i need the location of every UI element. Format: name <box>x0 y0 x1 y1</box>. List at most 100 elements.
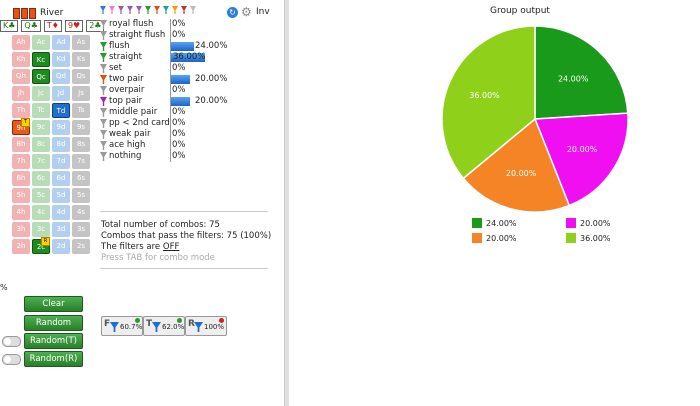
hand-row[interactable]: royal flush 0% <box>100 19 270 30</box>
card-cell-3h[interactable]: 3h <box>12 222 30 237</box>
card-cell-3c[interactable]: 3c <box>32 222 50 237</box>
card-cell-Ad[interactable]: Ad <box>52 35 70 50</box>
card-cell-7d[interactable]: 7d <box>52 154 70 169</box>
board-card[interactable]: Q♣ <box>21 20 41 32</box>
filter-icon[interactable] <box>145 6 151 14</box>
card-cell-2s[interactable]: 2s <box>72 239 90 254</box>
card-cell-Ks[interactable]: Ks <box>72 52 90 67</box>
filter-icon[interactable] <box>181 6 187 14</box>
random-r-toggle[interactable] <box>2 354 21 365</box>
filter-icon[interactable] <box>127 6 133 14</box>
card-cell-Jh[interactable]: Jh <box>12 86 30 101</box>
card-cell-Qs[interactable]: Qs <box>72 69 90 84</box>
card-cell-Qh[interactable]: Qh <box>12 69 30 84</box>
card-cell-7h[interactable]: 7h <box>12 154 30 169</box>
filter-icon[interactable] <box>190 6 196 14</box>
hand-row[interactable]: ace high 0% <box>100 140 270 151</box>
card-cell-Td[interactable]: Td <box>52 103 70 118</box>
card-cell-Jd[interactable]: Jd <box>52 86 70 101</box>
random-t-toggle[interactable] <box>2 336 21 347</box>
filter-funnel-icon[interactable] <box>100 141 107 150</box>
hand-row[interactable]: top pair 20.00% <box>100 96 270 107</box>
board-card[interactable]: K♣ <box>0 20 19 32</box>
card-cell-4h[interactable]: 4h <box>12 205 30 220</box>
filter-icons-bar[interactable] <box>100 6 196 14</box>
filter-icon[interactable] <box>154 6 160 14</box>
card-cell-7s[interactable]: 7s <box>72 154 90 169</box>
card-cell-Kh[interactable]: Kh <box>12 52 30 67</box>
filter-funnel-icon[interactable] <box>100 20 107 29</box>
hand-row[interactable]: overpair 0% <box>100 85 270 96</box>
card-cell-8s[interactable]: 8s <box>72 137 90 152</box>
card-cell-Ah[interactable]: Ah <box>12 35 30 50</box>
filter-funnel-icon[interactable] <box>100 97 107 106</box>
card-cell-Kd[interactable]: Kd <box>52 52 70 67</box>
filter-funnel-icon[interactable] <box>100 64 107 73</box>
filter-icon[interactable] <box>163 6 169 14</box>
filters-state-value[interactable]: OFF <box>162 242 180 252</box>
board-cards[interactable]: K♣ Q♣ T♦ 9♥ 2♣ <box>0 20 105 32</box>
board-card[interactable]: 9♥ <box>64 20 84 32</box>
refresh-icon[interactable]: ↻ <box>227 7 238 18</box>
filter-icon[interactable] <box>118 6 124 14</box>
card-cell-Kc[interactable]: Kc <box>32 52 50 67</box>
card-cell-5d[interactable]: 5d <box>52 188 70 203</box>
card-cell-3s[interactable]: 3s <box>72 222 90 237</box>
card-cell-9s[interactable]: 9s <box>72 120 90 135</box>
card-cell-As[interactable]: As <box>72 35 90 50</box>
filter-funnel-icon[interactable] <box>100 152 107 161</box>
card-cell-2d[interactable]: 2d <box>52 239 70 254</box>
card-cell-Ts[interactable]: Ts <box>72 103 90 118</box>
card-cell-9c[interactable]: 9c <box>32 120 50 135</box>
filter-funnel-icon[interactable] <box>100 108 107 117</box>
random-t-button[interactable]: Random(T) <box>24 333 83 349</box>
filter-funnel-icon[interactable] <box>100 53 107 62</box>
hand-row[interactable]: weak pair 0% <box>100 129 270 140</box>
filter-icon[interactable] <box>109 6 115 14</box>
filter-funnel-icon[interactable] <box>100 75 107 84</box>
card-cell-9d[interactable]: 9d <box>52 120 70 135</box>
clear-button[interactable]: Clear <box>24 296 83 312</box>
card-cell-Jc[interactable]: Jc <box>32 86 50 101</box>
random-r-button[interactable]: Random(R) <box>24 351 83 367</box>
card-cell-8h[interactable]: 8h <box>12 137 30 152</box>
hand-row[interactable]: straight flush 0% <box>100 30 270 41</box>
card-cell-5h[interactable]: 5h <box>12 188 30 203</box>
filter-icon[interactable] <box>100 6 106 14</box>
card-cell-2c[interactable]: 2c R <box>32 237 50 254</box>
card-cell-8c[interactable]: 8c <box>32 137 50 152</box>
hand-row[interactable]: nothing 0% <box>100 151 270 162</box>
card-cell-5c[interactable]: 5c <box>32 188 50 203</box>
card-cell-Ac[interactable]: Ac <box>32 35 50 50</box>
filter-funnel-icon[interactable] <box>100 42 107 51</box>
hand-row[interactable]: middle pair 0% <box>100 107 270 118</box>
card-cell-4s[interactable]: 4s <box>72 205 90 220</box>
filter-icon[interactable] <box>136 6 142 14</box>
card-cell-7c[interactable]: 7c <box>32 154 50 169</box>
hand-row[interactable]: straight 36.00% <box>100 52 270 63</box>
card-cell-2h[interactable]: 2h <box>12 239 30 254</box>
filter-button-r[interactable]: R 100% <box>185 316 227 336</box>
card-cell-4c[interactable]: 4c <box>32 205 50 220</box>
invert-button[interactable]: Inv <box>256 7 270 17</box>
board-card[interactable]: T♦ <box>43 20 62 32</box>
filter-icon[interactable] <box>172 6 178 14</box>
card-cell-4d[interactable]: 4d <box>52 205 70 220</box>
filter-button-t[interactable]: T 62.0% <box>143 316 185 336</box>
filter-funnel-icon[interactable] <box>100 31 107 40</box>
card-cell-6h[interactable]: 6h <box>12 171 30 186</box>
card-cell-6c[interactable]: 6c <box>32 171 50 186</box>
hand-row[interactable]: set 0% <box>100 63 270 74</box>
card-cell-6d[interactable]: 6d <box>52 171 70 186</box>
hand-row[interactable]: two pair 20.00% <box>100 74 270 85</box>
filter-button-f[interactable]: F 60.7% <box>101 316 143 336</box>
random-button[interactable]: Random <box>24 315 83 331</box>
card-cell-Tc[interactable]: Tc <box>32 103 50 118</box>
card-cell-6s[interactable]: 6s <box>72 171 90 186</box>
card-cell-9h[interactable]: 9h T <box>12 118 30 135</box>
card-cell-5s[interactable]: 5s <box>72 188 90 203</box>
filter-funnel-icon[interactable] <box>100 130 107 139</box>
card-cell-Qc[interactable]: Qc <box>32 69 50 84</box>
hand-row[interactable]: flush 24.00% <box>100 41 270 52</box>
hand-row[interactable]: pp < 2nd card 0% <box>100 118 270 129</box>
